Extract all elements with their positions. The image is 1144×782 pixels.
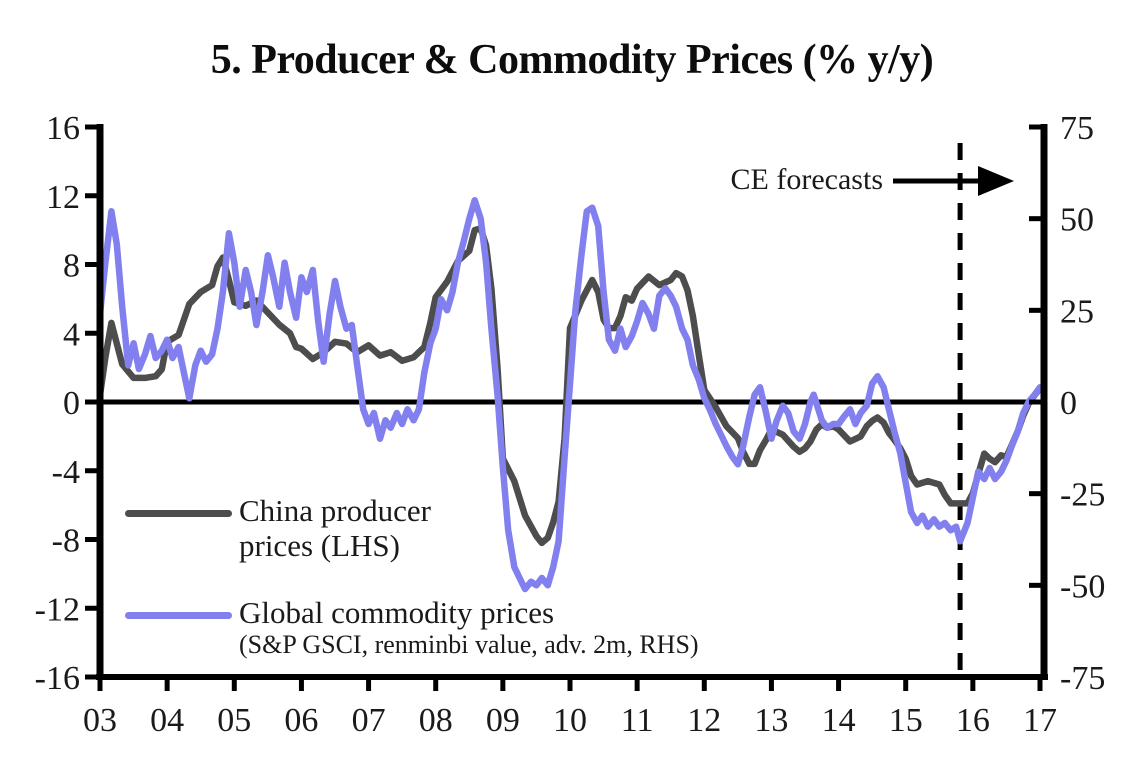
left-axis-tick-label: -8 xyxy=(52,523,80,560)
legend-swatch-china-producer-prices xyxy=(125,510,232,517)
x-axis-tick-label: 03 xyxy=(83,702,117,739)
china-producer-prices-line xyxy=(96,225,1044,547)
x-axis-tick-label: 10 xyxy=(553,702,587,739)
x-axis-tick-label: 17 xyxy=(1023,702,1057,739)
x-axis-tick-label: 16 xyxy=(956,702,990,739)
legend-line: prices (LHS) xyxy=(239,528,400,563)
left-axis-tick-label: 12 xyxy=(46,179,80,216)
x-axis-tick-label: 11 xyxy=(621,702,654,739)
x-axis-tick-label: 06 xyxy=(284,702,318,739)
x-axis-tick-label: 14 xyxy=(822,702,856,739)
x-axis-tick-label: 12 xyxy=(687,702,721,739)
right-axis-tick-label: 75 xyxy=(1060,110,1094,147)
legend-line: China producer xyxy=(239,493,431,528)
chart-title: 5. Producer & Commodity Prices (% y/y) xyxy=(210,37,934,83)
x-axis-tick-label: 15 xyxy=(889,702,923,739)
global-commodity-prices-line xyxy=(96,197,1044,593)
x-axis-tick-label: 13 xyxy=(754,702,788,739)
forecast-arrow-head xyxy=(978,166,1014,196)
x-axis-tick-label: 05 xyxy=(217,702,251,739)
left-axis-tick-label: 0 xyxy=(63,385,80,422)
right-axis-tick-label: 25 xyxy=(1060,293,1094,330)
left-axis-tick-label: -12 xyxy=(35,591,80,628)
legend-line: Global commodity prices xyxy=(239,595,555,630)
left-axis-tick-label: 16 xyxy=(46,110,80,147)
x-axis-tick-label: 08 xyxy=(419,702,453,739)
right-axis-tick-label: -25 xyxy=(1060,477,1105,514)
legend-label-global-commodity-prices: Global commodity prices (S&P GSCI, renmi… xyxy=(239,595,699,660)
left-axis-tick-label: 4 xyxy=(63,316,80,353)
left-axis-tick-label: 8 xyxy=(63,248,80,285)
right-axis-tick-label: 0 xyxy=(1060,385,1077,422)
legend-swatch-global-commodity-prices xyxy=(125,612,232,619)
x-axis-tick-label: 04 xyxy=(150,702,184,739)
right-axis-tick-label: -75 xyxy=(1060,660,1105,697)
legend-subline: (S&P GSCI, renminbi value, adv. 2m, RHS) xyxy=(239,630,699,659)
legend-label-china-producer-prices: China producer prices (LHS) xyxy=(239,493,431,563)
ce-forecasts-label: CE forecasts xyxy=(730,163,883,196)
x-axis-tick-label: 07 xyxy=(352,702,386,739)
left-axis-tick-label: -4 xyxy=(52,454,80,491)
right-axis-tick-label: 50 xyxy=(1060,202,1094,239)
left-axis-tick-label: -16 xyxy=(35,660,80,697)
right-axis-tick-label: -50 xyxy=(1060,568,1105,605)
x-axis-tick-label: 09 xyxy=(486,702,520,739)
